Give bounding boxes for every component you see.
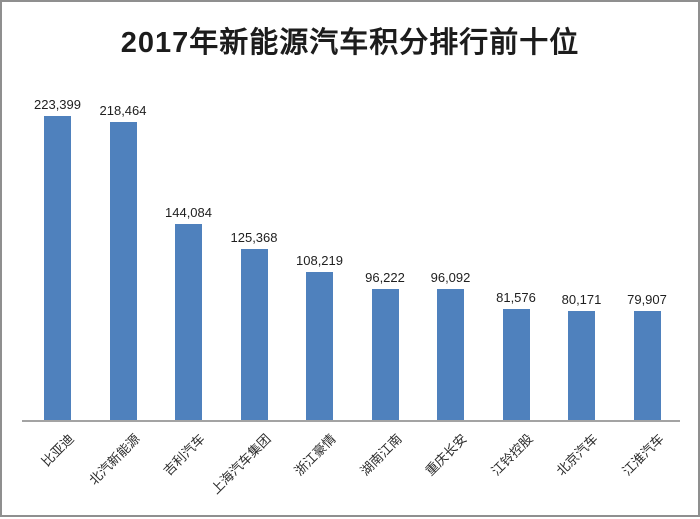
x-axis-label: 比亚迪 <box>39 431 78 470</box>
chart-title: 2017年新能源汽车积分排行前十位 <box>120 27 580 59</box>
x-axis-line <box>22 420 680 422</box>
bar-value-label: 96,092 <box>430 270 471 286</box>
bar-value-label: 81,576 <box>496 289 536 305</box>
bar <box>175 223 202 420</box>
bar <box>633 311 661 420</box>
bar-value-label: 125,368 <box>230 230 278 246</box>
bar-value-label: 218,464 <box>99 103 147 119</box>
x-axis-label: 北汽新能源 <box>86 431 143 488</box>
x-axis-label: 北京汽车 <box>553 431 602 479</box>
bar-value-label: 79,907 <box>627 292 667 308</box>
bar <box>240 249 268 420</box>
bar <box>502 308 530 420</box>
x-axis-label: 浙江豪情 <box>291 431 340 479</box>
bar-value-label: 223,399 <box>34 96 81 112</box>
bar-value-label: 96,222 <box>365 269 405 285</box>
x-axis-label: 重庆长安 <box>422 431 471 479</box>
bar <box>109 122 137 420</box>
bar <box>568 310 595 420</box>
bar-value-label: 144,084 <box>165 204 212 220</box>
x-axis-label: 吉利汽车 <box>160 431 209 479</box>
bar <box>437 289 464 420</box>
bar <box>371 288 399 420</box>
x-axis-label: 江铃控股 <box>488 431 536 479</box>
bar <box>306 272 333 420</box>
bar <box>44 115 71 420</box>
bar-value-label: 80,171 <box>561 291 602 307</box>
bar-value-label: 108,219 <box>296 253 343 269</box>
x-axis-label: 湖南江南 <box>357 431 405 479</box>
x-axis-label: 上海汽车集团 <box>207 431 274 497</box>
x-axis-label: 江淮汽车 <box>619 431 667 479</box>
